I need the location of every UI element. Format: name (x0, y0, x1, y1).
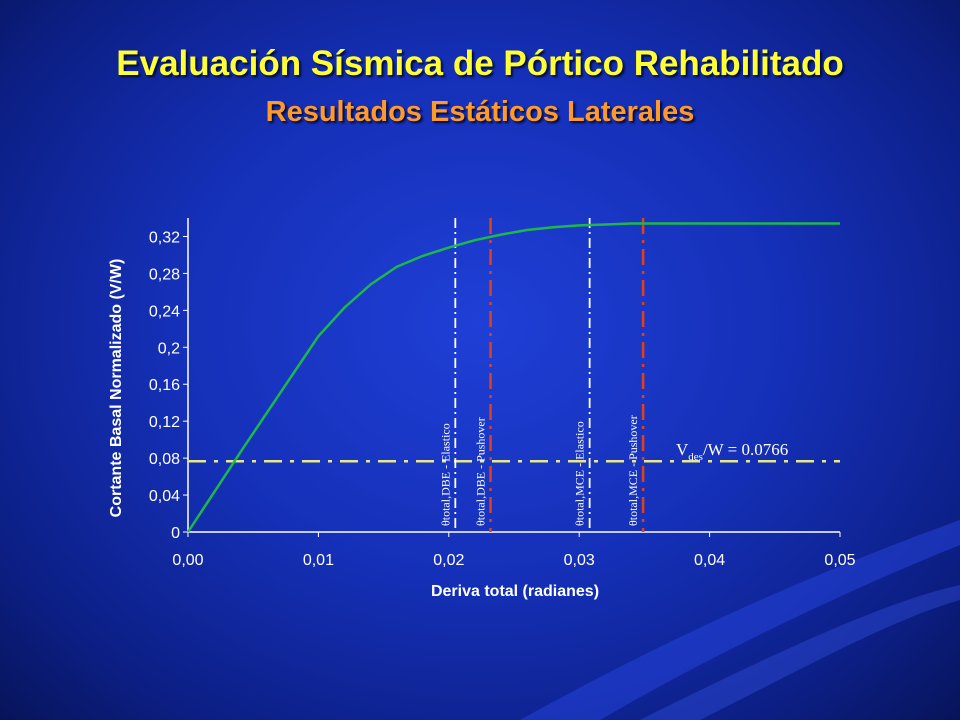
design-shear-annotation: Vdes/W = 0.0766 (676, 440, 788, 463)
x-tick-label: 0,00 (172, 552, 203, 569)
y-tick-label: 0 (171, 525, 180, 542)
drift-limit-label: θtotal,DBE - Elastico (438, 423, 452, 526)
tick-labels: 0 0,04 0,08 0,12 0,16 0,2 0,24 0,28 0,32 0,00 0,01… (149, 229, 856, 569)
y-tick-label: 0,16 (149, 377, 180, 394)
chart-axes (183, 218, 841, 537)
pushover-curve (186, 222, 840, 533)
x-tick-label: 0,01 (303, 552, 334, 569)
x-tick-label: 0,04 (694, 552, 725, 569)
y-tick-label: 0,12 (149, 414, 180, 431)
y-tick-label: 0,04 (149, 488, 180, 505)
y-tick-label: 0,32 (149, 229, 180, 246)
x-axis-label: Deriva total (radianes) (431, 583, 599, 600)
x-tick-label: 0,02 (433, 552, 464, 569)
drift-limit-label: θtotal,MCE - Elastico (573, 421, 587, 526)
slide-title: Evaluación Sísmica de Pórtico Rehabilita… (116, 44, 844, 83)
pushover-series-line (186, 222, 840, 533)
y-axis-label: Cortante Basal Normalizado (V/W) (108, 259, 125, 518)
annotation-v: V (676, 440, 689, 459)
annotation-rest: /W = 0.0766 (703, 440, 788, 459)
slide-subtitle: Resultados Estáticos Laterales (265, 96, 695, 128)
drift-limit-label: θtotal,DBE - Pushover (474, 417, 488, 526)
drift-limit-label: θtotal,MCE - Pushover (626, 415, 640, 526)
x-tick-label: 0,03 (564, 552, 595, 569)
y-tick-label: 0,28 (149, 266, 180, 283)
annotation-sub: des (688, 451, 703, 463)
reference-lines: θtotal,DBE - Elastico θtotal,DBE - Pushov… (188, 218, 840, 532)
y-tick-label: 0,08 (149, 451, 180, 468)
x-tick-label: 0,05 (824, 552, 855, 569)
y-tick-label: 0,24 (149, 303, 180, 320)
y-tick-label: 0,2 (158, 340, 180, 357)
